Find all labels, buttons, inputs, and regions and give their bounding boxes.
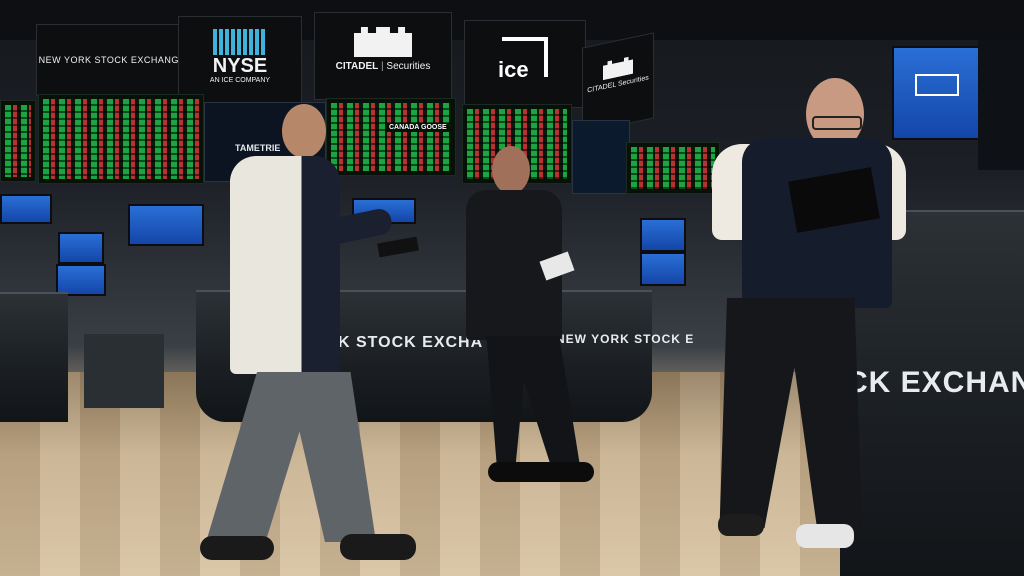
ice-logo-icon: ice	[498, 37, 548, 82]
stock-board-5	[572, 120, 630, 194]
pants	[719, 298, 862, 528]
monitor-left-3	[56, 264, 106, 296]
jacket	[230, 156, 340, 374]
head	[492, 146, 530, 194]
monitor-left-1	[0, 194, 52, 224]
shoes	[488, 462, 594, 482]
counter-text-left: K STOCK EXCHA	[338, 334, 484, 351]
counter-text-big: CK EXCHANGE	[846, 366, 1024, 399]
trader-right-tablet	[712, 78, 912, 552]
shoe-right	[796, 524, 854, 548]
sign-citadel: CITADEL | Securities	[314, 12, 452, 100]
monitor-left-2	[58, 232, 104, 264]
stock-board-3: CANADA GOOSE	[326, 98, 456, 176]
nyse-logo-bars-icon	[213, 29, 267, 55]
stock-board-1	[38, 94, 204, 184]
sign-nyse-banner: NEW YORK STOCK EXCHANGE	[36, 24, 188, 96]
castle-icon	[354, 27, 412, 57]
head	[282, 104, 326, 158]
castle-icon-small	[603, 56, 633, 80]
sign-citadel-right: CITADEL Securities	[582, 32, 654, 134]
counter-text-right: NEW YORK STOCK E	[556, 332, 695, 346]
pants	[206, 372, 376, 542]
monitor-right-1	[640, 218, 686, 252]
stock-board-far	[626, 142, 720, 194]
shoe-left	[200, 536, 274, 560]
sign-ice: ice	[464, 20, 586, 108]
trash-bin	[84, 334, 164, 408]
monitor-far-right	[978, 40, 1024, 170]
monitor-top-right	[892, 46, 982, 140]
shoe-right	[340, 534, 416, 560]
sign-nyse-logo: NYSE AN ICE COMPANY	[178, 16, 302, 104]
glasses	[812, 116, 862, 130]
trading-post-left	[0, 292, 68, 422]
stock-board-left-edge	[0, 100, 36, 182]
trader-left-walking	[200, 104, 420, 570]
shoe-left	[718, 514, 764, 536]
phone	[377, 236, 419, 258]
monitor-right-2	[640, 252, 686, 286]
trader-center	[462, 146, 602, 486]
monitor-mid-1	[128, 204, 204, 246]
pants	[486, 336, 580, 466]
